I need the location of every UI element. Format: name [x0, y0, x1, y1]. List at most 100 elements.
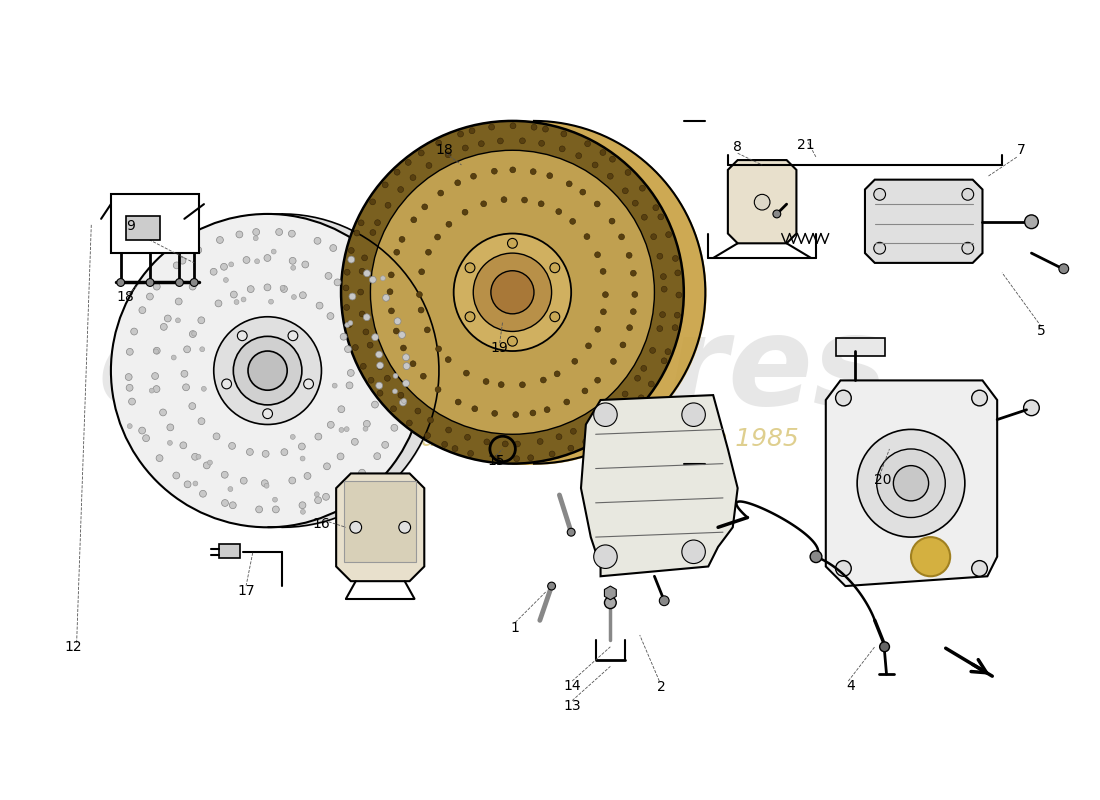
Circle shape	[446, 427, 452, 433]
Circle shape	[152, 373, 158, 379]
Polygon shape	[728, 160, 796, 243]
Circle shape	[463, 370, 470, 376]
Circle shape	[228, 486, 233, 491]
Circle shape	[971, 561, 988, 576]
Circle shape	[300, 456, 305, 461]
Circle shape	[348, 321, 353, 326]
Circle shape	[222, 379, 231, 389]
Circle shape	[201, 386, 207, 391]
Circle shape	[519, 382, 526, 388]
Circle shape	[623, 391, 628, 397]
Circle shape	[393, 374, 398, 378]
Circle shape	[384, 375, 390, 382]
Circle shape	[468, 450, 474, 456]
Circle shape	[514, 456, 519, 462]
Circle shape	[602, 428, 607, 434]
Circle shape	[246, 449, 253, 455]
Circle shape	[264, 284, 271, 291]
Circle shape	[674, 270, 681, 276]
Circle shape	[591, 418, 597, 423]
Circle shape	[674, 312, 680, 318]
Circle shape	[610, 358, 616, 364]
Circle shape	[198, 418, 205, 425]
Circle shape	[421, 204, 428, 210]
Circle shape	[223, 278, 229, 282]
Circle shape	[210, 268, 217, 275]
Circle shape	[385, 202, 390, 208]
Circle shape	[368, 378, 374, 383]
Circle shape	[172, 355, 176, 360]
Circle shape	[1024, 215, 1038, 229]
Circle shape	[146, 278, 154, 286]
Circle shape	[465, 312, 475, 322]
Circle shape	[388, 308, 395, 314]
Circle shape	[418, 307, 424, 313]
Text: 19: 19	[491, 341, 508, 355]
Circle shape	[630, 270, 636, 276]
Circle shape	[327, 313, 334, 319]
Circle shape	[426, 250, 431, 255]
Circle shape	[971, 390, 988, 406]
Circle shape	[595, 378, 601, 383]
Circle shape	[542, 126, 549, 132]
Circle shape	[198, 317, 205, 324]
Circle shape	[877, 449, 945, 518]
Circle shape	[537, 438, 543, 445]
Circle shape	[184, 481, 191, 488]
Circle shape	[660, 312, 666, 318]
Circle shape	[464, 434, 471, 440]
Circle shape	[570, 218, 575, 224]
Circle shape	[481, 201, 486, 206]
Circle shape	[191, 331, 197, 336]
Circle shape	[375, 220, 381, 226]
Circle shape	[446, 152, 451, 158]
Circle shape	[361, 363, 366, 370]
Circle shape	[248, 286, 254, 293]
Text: 20: 20	[873, 474, 891, 487]
Circle shape	[290, 266, 296, 270]
Circle shape	[399, 399, 406, 406]
Circle shape	[507, 238, 517, 248]
Circle shape	[600, 150, 606, 155]
Circle shape	[410, 174, 416, 181]
Circle shape	[126, 349, 133, 355]
Text: a passion for parts since 1985: a passion for parts since 1985	[421, 427, 800, 451]
Circle shape	[399, 237, 405, 242]
Circle shape	[507, 336, 517, 346]
Circle shape	[651, 234, 657, 240]
Circle shape	[556, 209, 562, 214]
Circle shape	[630, 309, 636, 314]
Text: 13: 13	[563, 698, 581, 713]
Circle shape	[488, 124, 495, 130]
Circle shape	[376, 382, 383, 389]
Circle shape	[292, 294, 296, 299]
Circle shape	[755, 194, 770, 210]
Circle shape	[446, 357, 451, 362]
Circle shape	[497, 138, 504, 144]
Circle shape	[167, 424, 174, 431]
Bar	[125, 216, 160, 240]
Circle shape	[394, 328, 399, 334]
Circle shape	[343, 285, 349, 291]
Circle shape	[394, 318, 402, 325]
Circle shape	[288, 331, 298, 341]
Circle shape	[289, 258, 296, 264]
Circle shape	[550, 263, 560, 273]
Circle shape	[156, 454, 163, 462]
Circle shape	[153, 347, 161, 354]
Text: 1: 1	[510, 621, 520, 635]
Circle shape	[344, 322, 350, 327]
Circle shape	[388, 272, 394, 278]
Circle shape	[417, 292, 422, 298]
Circle shape	[406, 420, 412, 426]
Circle shape	[657, 254, 663, 259]
Circle shape	[530, 410, 536, 416]
Circle shape	[337, 453, 344, 460]
Circle shape	[436, 386, 441, 393]
Circle shape	[399, 522, 410, 533]
Text: 5: 5	[1037, 325, 1046, 338]
Circle shape	[268, 299, 274, 304]
Circle shape	[582, 388, 587, 394]
Circle shape	[404, 362, 410, 370]
Circle shape	[173, 472, 179, 479]
